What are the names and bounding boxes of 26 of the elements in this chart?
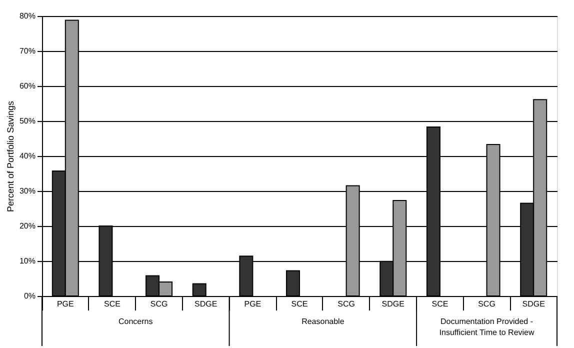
y-axis-title: Percent of Portfolio Savings	[5, 100, 16, 212]
y-tick-label: 0%	[24, 292, 36, 300]
y-tick-label: 80%	[19, 12, 36, 20]
text: Documentation Provided - Insufficient Time to Review	[439, 317, 534, 337]
text: Reasonable	[302, 317, 345, 326]
x-tick-label: SDGE	[194, 300, 218, 308]
x-tick-label: SCG	[338, 300, 355, 308]
x-tick-label: SDGE	[522, 300, 545, 308]
y-tick-label: 60%	[19, 82, 36, 90]
x-tick-label: SCG	[150, 300, 168, 308]
y-tick-label: 50%	[19, 116, 36, 126]
x-tick-label: PGE	[244, 300, 262, 308]
y-tick-label: 10%	[19, 256, 36, 266]
x-tick-label: SCE	[291, 300, 308, 308]
bar	[286, 270, 300, 296]
y-tick-label: 40%	[19, 152, 36, 160]
bar	[192, 283, 206, 296]
y-tick-label: 70%	[19, 46, 36, 56]
y-tick-label: 20%	[19, 222, 36, 230]
x-tick-label: SDGE	[382, 300, 404, 308]
text: Concerns	[118, 317, 153, 326]
x-tick-label: SCE	[104, 300, 120, 308]
x-tick-label: SCE	[432, 300, 448, 308]
x-tick-label: SCG	[478, 300, 496, 308]
y-tick-label: 30%	[19, 186, 36, 196]
x-tick-label: PGE	[56, 300, 74, 308]
